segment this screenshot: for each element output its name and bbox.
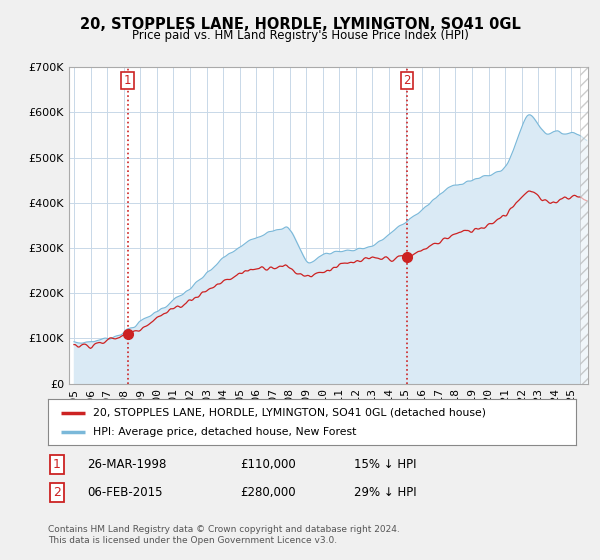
Text: 2: 2 bbox=[53, 486, 61, 500]
Text: 26-MAR-1998: 26-MAR-1998 bbox=[87, 458, 166, 472]
Text: Price paid vs. HM Land Registry's House Price Index (HPI): Price paid vs. HM Land Registry's House … bbox=[131, 29, 469, 42]
Text: Contains HM Land Registry data © Crown copyright and database right 2024.
This d: Contains HM Land Registry data © Crown c… bbox=[48, 525, 400, 545]
Text: 1: 1 bbox=[124, 74, 131, 87]
Text: 20, STOPPLES LANE, HORDLE, LYMINGTON, SO41 0GL: 20, STOPPLES LANE, HORDLE, LYMINGTON, SO… bbox=[80, 17, 520, 32]
Text: £280,000: £280,000 bbox=[240, 486, 296, 500]
Text: 20, STOPPLES LANE, HORDLE, LYMINGTON, SO41 0GL (detached house): 20, STOPPLES LANE, HORDLE, LYMINGTON, SO… bbox=[93, 408, 486, 418]
Text: HPI: Average price, detached house, New Forest: HPI: Average price, detached house, New … bbox=[93, 427, 356, 437]
Text: £110,000: £110,000 bbox=[240, 458, 296, 472]
Text: 29% ↓ HPI: 29% ↓ HPI bbox=[354, 486, 416, 500]
Text: 15% ↓ HPI: 15% ↓ HPI bbox=[354, 458, 416, 472]
Text: 1: 1 bbox=[53, 458, 61, 472]
Text: 2: 2 bbox=[403, 74, 411, 87]
Text: 06-FEB-2015: 06-FEB-2015 bbox=[87, 486, 163, 500]
